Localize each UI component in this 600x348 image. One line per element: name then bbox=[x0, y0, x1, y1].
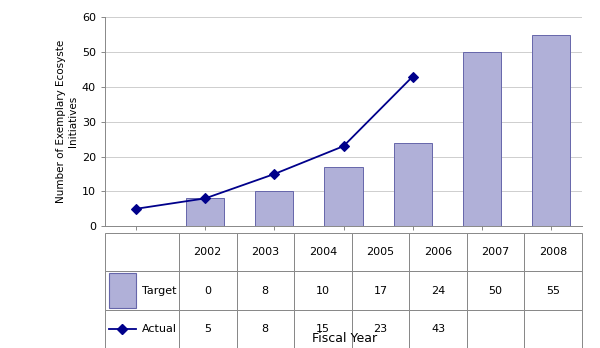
Bar bbox=[409, 271, 467, 310]
Bar bbox=[467, 310, 524, 348]
Bar bbox=[256, 191, 293, 226]
Bar bbox=[532, 35, 570, 226]
Text: 2005: 2005 bbox=[367, 247, 395, 257]
Bar bbox=[105, 271, 179, 310]
Y-axis label: Number of Exemplary Ecosyste
Initiatives: Number of Exemplary Ecosyste Initiatives bbox=[56, 40, 77, 204]
Text: 43: 43 bbox=[431, 324, 445, 334]
Bar bbox=[294, 233, 352, 271]
Bar bbox=[467, 233, 524, 271]
Text: Fiscal Year: Fiscal Year bbox=[313, 332, 377, 345]
Text: 17: 17 bbox=[373, 286, 388, 295]
Text: 2002: 2002 bbox=[194, 247, 222, 257]
Bar bbox=[463, 52, 501, 226]
Text: 15: 15 bbox=[316, 324, 330, 334]
Bar bbox=[186, 198, 224, 226]
Bar bbox=[524, 310, 582, 348]
Bar bbox=[352, 233, 409, 271]
Bar bbox=[409, 233, 467, 271]
Text: Actual: Actual bbox=[142, 324, 177, 334]
Bar bbox=[236, 310, 294, 348]
Text: 2003: 2003 bbox=[251, 247, 280, 257]
Bar bbox=[179, 310, 236, 348]
Text: Target: Target bbox=[142, 286, 176, 295]
Bar bbox=[109, 274, 136, 308]
Text: 8: 8 bbox=[262, 286, 269, 295]
Text: 0: 0 bbox=[204, 286, 211, 295]
Bar bbox=[236, 271, 294, 310]
Bar bbox=[105, 233, 179, 271]
Bar bbox=[467, 271, 524, 310]
Text: 2004: 2004 bbox=[309, 247, 337, 257]
Bar bbox=[352, 310, 409, 348]
Bar bbox=[179, 271, 236, 310]
Bar bbox=[524, 271, 582, 310]
Bar bbox=[294, 271, 352, 310]
Text: 10: 10 bbox=[316, 286, 330, 295]
Text: 2006: 2006 bbox=[424, 247, 452, 257]
Bar bbox=[352, 271, 409, 310]
Bar bbox=[236, 233, 294, 271]
Text: 24: 24 bbox=[431, 286, 445, 295]
Bar bbox=[294, 310, 352, 348]
Text: 55: 55 bbox=[546, 286, 560, 295]
Bar bbox=[394, 143, 431, 226]
Bar bbox=[409, 310, 467, 348]
Bar bbox=[325, 167, 362, 226]
Text: 5: 5 bbox=[204, 324, 211, 334]
Bar bbox=[105, 310, 179, 348]
Text: 2007: 2007 bbox=[482, 247, 510, 257]
Bar bbox=[179, 233, 236, 271]
Bar bbox=[524, 233, 582, 271]
Text: 8: 8 bbox=[262, 324, 269, 334]
Text: 23: 23 bbox=[373, 324, 388, 334]
Text: 50: 50 bbox=[488, 286, 503, 295]
Text: 2008: 2008 bbox=[539, 247, 568, 257]
